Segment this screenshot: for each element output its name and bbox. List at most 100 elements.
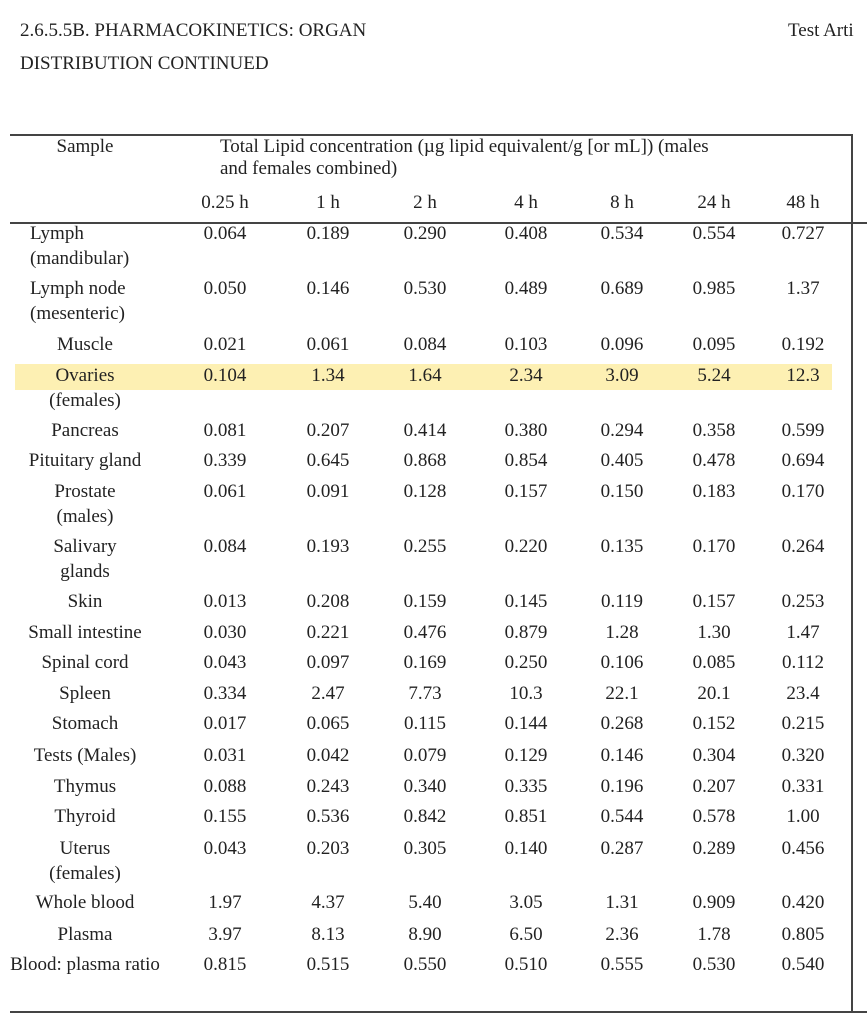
value-cell: 0.021 xyxy=(203,334,247,355)
group-header: and females combined) xyxy=(220,158,398,179)
value-cell: 0.334 xyxy=(203,683,247,704)
value-cell: 0.189 xyxy=(306,223,350,244)
value-cell: 0.727 xyxy=(781,223,825,244)
value-cell: 0.135 xyxy=(600,536,644,557)
value-cell: 0.170 xyxy=(781,481,825,502)
value-cell: 0.489 xyxy=(504,278,548,299)
value-cell: 0.550 xyxy=(403,954,447,975)
value-cell: 0.358 xyxy=(692,420,736,441)
value-cell: 0.420 xyxy=(781,892,825,913)
value-cell: 0.128 xyxy=(403,481,447,502)
value-cell: 0.155 xyxy=(203,806,247,827)
value-cell: 0.805 xyxy=(781,924,825,945)
value-cell: 0.555 xyxy=(600,954,644,975)
sample-label: (males) xyxy=(56,506,114,527)
value-cell: 0.264 xyxy=(781,536,825,557)
value-cell: 5.24 xyxy=(697,365,731,386)
header-rule xyxy=(10,222,867,224)
value-cell: 5.40 xyxy=(408,892,442,913)
value-cell: 23.4 xyxy=(786,683,820,704)
value-cell: 0.294 xyxy=(600,420,644,441)
value-cell: 0.287 xyxy=(600,838,644,859)
sample-label: (females) xyxy=(49,863,121,884)
value-cell: 0.515 xyxy=(306,954,350,975)
value-cell: 0.645 xyxy=(306,450,350,471)
value-cell: 0.534 xyxy=(600,223,644,244)
sample-label: Muscle xyxy=(57,334,113,355)
value-cell: 0.144 xyxy=(504,713,548,734)
sample-label: Lymph xyxy=(30,223,84,244)
value-cell: 20.1 xyxy=(697,683,731,704)
value-cell: 0.103 xyxy=(504,334,548,355)
value-cell: 0.146 xyxy=(600,745,644,766)
value-cell: 0.339 xyxy=(203,450,247,471)
value-cell: 0.255 xyxy=(403,536,447,557)
value-cell: 0.043 xyxy=(203,652,247,673)
value-cell: 0.119 xyxy=(600,591,644,612)
value-cell: 0.510 xyxy=(504,954,548,975)
value-cell: 0.095 xyxy=(692,334,736,355)
value-cell: 1.64 xyxy=(408,365,442,386)
sample-label: Blood: plasma ratio xyxy=(10,954,160,975)
group-header: Total Lipid concentration (µg lipid equi… xyxy=(220,136,709,157)
value-cell: 0.091 xyxy=(306,481,350,502)
value-cell: 1.30 xyxy=(697,622,731,643)
value-cell: 0.112 xyxy=(781,652,825,673)
value-cell: 0.050 xyxy=(203,278,247,299)
value-cell: 1.00 xyxy=(786,806,820,827)
value-cell: 7.73 xyxy=(408,683,442,704)
value-cell: 0.096 xyxy=(600,334,644,355)
value-cell: 0.305 xyxy=(403,838,447,859)
value-cell: 0.478 xyxy=(692,450,736,471)
value-cell: 0.085 xyxy=(692,652,736,673)
value-cell: 0.554 xyxy=(692,223,736,244)
value-cell: 0.140 xyxy=(504,838,548,859)
table-right-rule xyxy=(851,134,853,1012)
value-cell: 0.013 xyxy=(203,591,247,612)
value-cell: 0.017 xyxy=(203,713,247,734)
value-cell: 0.689 xyxy=(600,278,644,299)
value-cell: 0.207 xyxy=(306,420,350,441)
value-cell: 0.250 xyxy=(504,652,548,673)
value-cell: 0.207 xyxy=(692,776,736,797)
value-cell: 0.320 xyxy=(781,745,825,766)
value-cell: 8.90 xyxy=(408,924,442,945)
value-cell: 0.544 xyxy=(600,806,644,827)
value-cell: 0.157 xyxy=(504,481,548,502)
sample-label: Whole blood xyxy=(35,892,135,913)
value-cell: 0.268 xyxy=(600,713,644,734)
value-cell: 0.042 xyxy=(306,745,350,766)
value-cell: 0.335 xyxy=(504,776,548,797)
sample-label: Lymph node xyxy=(30,278,126,299)
value-cell: 0.842 xyxy=(403,806,447,827)
sample-label: Plasma xyxy=(57,924,113,945)
value-cell: 0.169 xyxy=(403,652,447,673)
sample-label: Small intestine xyxy=(28,622,142,643)
value-cell: 22.1 xyxy=(605,683,639,704)
value-cell: 2.47 xyxy=(311,683,345,704)
value-cell: 0.909 xyxy=(692,892,736,913)
value-cell: 0.064 xyxy=(203,223,247,244)
value-cell: 0.405 xyxy=(600,450,644,471)
value-cell: 0.097 xyxy=(306,652,350,673)
value-cell: 0.221 xyxy=(306,622,350,643)
value-cell: 0.220 xyxy=(504,536,548,557)
value-cell: 0.985 xyxy=(692,278,736,299)
value-cell: 0.530 xyxy=(692,954,736,975)
value-cell: 0.146 xyxy=(306,278,350,299)
value-cell: 2.34 xyxy=(509,365,543,386)
value-cell: 10.3 xyxy=(509,683,543,704)
value-cell: 0.030 xyxy=(203,622,247,643)
sample-label: (females) xyxy=(49,390,121,411)
time-header: 8 h xyxy=(610,192,634,213)
value-cell: 0.084 xyxy=(403,334,447,355)
value-cell: 0.079 xyxy=(403,745,447,766)
value-cell: 0.851 xyxy=(504,806,548,827)
value-cell: 6.50 xyxy=(509,924,543,945)
value-cell: 1.78 xyxy=(697,924,731,945)
sample-label: Pituitary gland xyxy=(28,450,142,471)
sample-label: Skin xyxy=(67,591,103,612)
row-highlight xyxy=(15,364,832,390)
doc-title: 2.6.5.5B. PHARMACOKINETICS: ORGAN xyxy=(20,20,367,41)
sample-label: Stomach xyxy=(51,713,119,734)
